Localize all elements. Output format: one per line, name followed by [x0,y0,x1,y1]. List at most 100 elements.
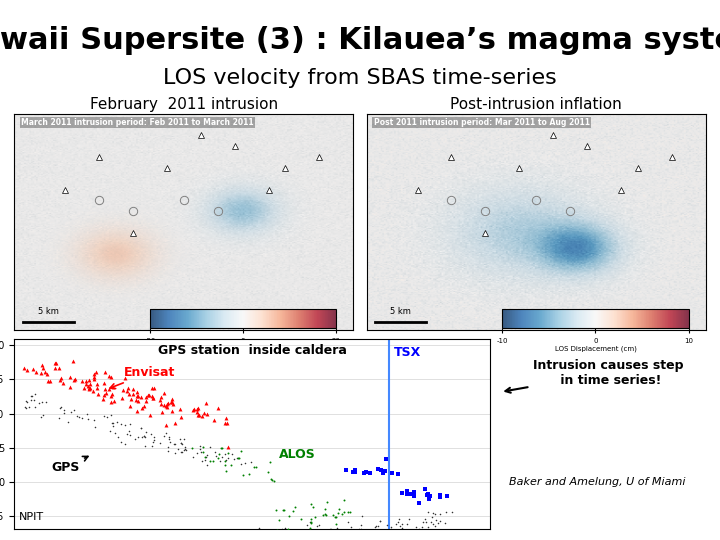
Point [68,376,79,384]
Point [148,435,160,444]
Point [302,528,314,536]
Point [243,469,254,478]
Point [147,438,158,447]
Point [188,406,199,414]
Point [181,446,192,454]
Point [132,432,144,441]
Point [163,438,175,447]
Point [319,510,330,519]
Point [82,415,94,423]
Point [42,376,54,385]
Point [202,410,213,418]
Point [318,511,329,519]
Point [325,525,336,534]
Point [105,392,117,401]
Point [390,530,401,538]
Point [24,392,36,400]
Point [99,384,111,393]
Point [207,457,219,465]
Point [423,489,434,498]
Point [201,461,212,469]
Point [199,453,211,461]
Point [125,402,136,410]
Point [81,380,92,388]
Point [144,410,156,419]
Point [172,444,184,453]
Point [277,534,289,540]
Point [360,467,372,476]
Point [40,368,51,377]
Point [142,390,153,399]
Point [423,523,434,531]
Point [408,488,420,496]
Point [160,429,171,438]
Point [54,414,66,423]
Point [69,374,81,383]
Point [199,456,211,464]
Point [210,448,221,456]
Point [84,380,96,389]
Point [166,398,177,407]
Point [155,400,166,409]
Point [131,392,143,401]
Point [187,453,199,462]
Point [49,364,60,373]
Text: ALOS: ALOS [279,448,316,461]
Point [245,457,256,466]
Point [21,398,32,407]
Point [35,368,46,377]
Point [375,465,387,474]
Point [222,454,233,462]
Point [342,518,354,526]
Point [89,372,100,381]
Point [408,491,419,500]
Point [34,399,45,408]
Point [228,455,239,464]
Point [140,428,151,436]
Point [330,513,341,522]
Point [227,449,238,458]
Point [30,368,42,376]
Point [373,464,384,473]
Point [356,511,368,520]
Point [87,387,99,395]
Point [81,377,92,386]
Point [425,518,436,526]
Point [162,443,174,451]
Point [326,526,338,535]
Point [319,505,330,514]
Point [127,385,139,394]
Point [89,423,101,431]
Point [220,414,232,422]
Point [29,403,40,411]
Point [416,523,428,531]
Point [123,390,135,399]
Point [160,421,171,429]
Point [55,403,67,411]
Point [19,402,31,411]
Point [287,507,299,515]
Point [67,357,78,366]
Point [372,522,384,530]
Point [201,453,212,462]
Point [123,427,135,435]
Point [216,453,228,461]
Point [81,409,92,418]
Point [91,380,103,388]
Point [55,374,67,382]
Point [405,490,417,498]
Point [429,510,441,518]
Point [330,512,342,521]
Point [105,411,117,420]
Point [345,508,356,516]
Point [158,432,169,441]
Point [169,418,181,427]
Point [434,510,446,518]
Point [161,400,173,409]
Point [219,456,230,465]
Point [364,469,376,478]
Point [284,512,295,521]
Point [73,413,84,421]
Point [293,534,305,540]
Text: GPS: GPS [51,456,88,474]
